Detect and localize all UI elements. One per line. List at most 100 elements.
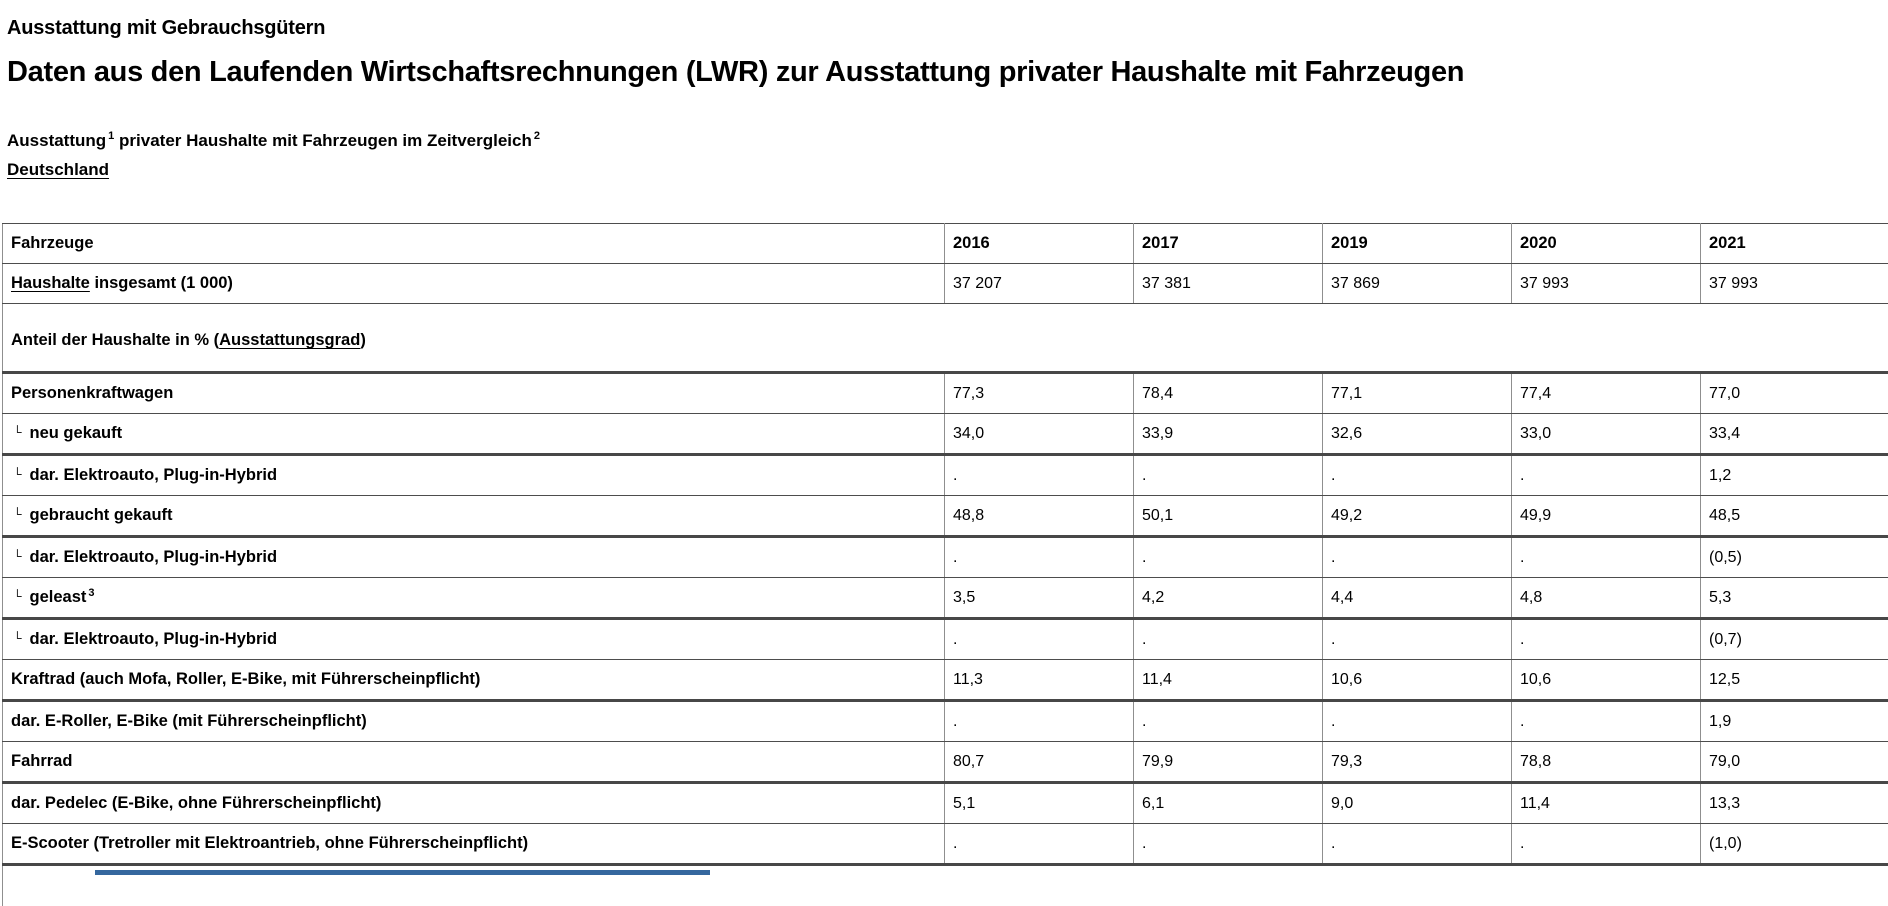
cell-value: 33,4: [1701, 414, 1888, 455]
cell-value: .: [1323, 455, 1512, 496]
cell-value: 10,6: [1512, 660, 1701, 701]
row-label-text: insgesamt (1 000): [90, 274, 233, 292]
cell-value: .: [1134, 455, 1323, 496]
cell-value: .: [1512, 701, 1701, 742]
sub-item-marker-icon: └: [13, 467, 22, 481]
cell-value: .: [1512, 455, 1701, 496]
cell-value: .: [1323, 537, 1512, 578]
cell-value: (0,5): [1701, 537, 1888, 578]
table-row: └dar. Elektroauto, Plug-in-Hybrid....1,2: [3, 455, 1888, 496]
cell-value: 4,4: [1323, 578, 1512, 619]
footnote-ref-3[interactable]: 3: [88, 587, 94, 599]
table-row: dar. E-Roller, E-Bike (mit Führerscheinp…: [3, 701, 1888, 742]
section-text-post: ): [360, 331, 366, 349]
cell-value: 11,4: [1512, 783, 1701, 824]
region-link-deutschland[interactable]: Deutschland: [7, 160, 109, 179]
kicker-heading: Ausstattung mit Gebrauchsgütern: [7, 16, 1888, 40]
row-label: Kraftrad (auch Mofa, Roller, E-Bike, mit…: [3, 660, 945, 701]
haushalte-glossary-link[interactable]: Haushalte: [11, 274, 90, 292]
row-label: Fahrrad: [3, 742, 945, 783]
cell-value: .: [945, 455, 1134, 496]
cell-value: 13,3: [1701, 783, 1888, 824]
cell-value: 49,2: [1323, 496, 1512, 537]
footnote-ref-2[interactable]: 2: [534, 130, 540, 142]
cell-value: 48,5: [1701, 496, 1888, 537]
cell-value: .: [1323, 619, 1512, 660]
cell-value: 33,0: [1512, 414, 1701, 455]
cell-value: 79,0: [1701, 742, 1888, 783]
sub-item-marker-icon: └: [13, 589, 22, 603]
column-header-year: 2016: [945, 224, 1134, 264]
sub-item-marker-icon: └: [13, 507, 22, 521]
row-label: └gebraucht gekauft: [3, 496, 945, 537]
row-label-text: dar. Elektroauto, Plug-in-Hybrid: [30, 466, 278, 484]
cell-value: 37 381: [1134, 264, 1323, 304]
cell-value: .: [1134, 537, 1323, 578]
row-label: E-Scooter (Tretroller mit Elektroantrieb…: [3, 824, 945, 865]
cell-value: .: [945, 824, 1134, 865]
cell-value: 5,3: [1701, 578, 1888, 619]
row-label: Haushalte insgesamt (1 000): [3, 264, 945, 304]
cell-value: 11,4: [1134, 660, 1323, 701]
cell-value: .: [945, 619, 1134, 660]
cell-value: 49,9: [1512, 496, 1701, 537]
cell-value: 77,3: [945, 373, 1134, 414]
page-root: { "page": { "kicker": "Ausstattung mit G…: [0, 16, 1888, 875]
cell-value: 79,9: [1134, 742, 1323, 783]
partial-blue-bar: [95, 870, 710, 875]
section-text-pre: Anteil der Haushalte in % (: [11, 331, 219, 349]
cell-value: 78,4: [1134, 373, 1323, 414]
cell-value: 50,1: [1134, 496, 1323, 537]
cell-value: 78,8: [1512, 742, 1701, 783]
row-label-text: Kraftrad (auch Mofa, Roller, E-Bike, mit…: [11, 670, 480, 688]
section-header-label: Anteil der Haushalte in % (Ausstattungsg…: [3, 304, 1888, 373]
column-header-year: 2017: [1134, 224, 1323, 264]
column-header-fahrzeuge: Fahrzeuge: [3, 224, 945, 264]
cell-value: 4,8: [1512, 578, 1701, 619]
row-label: └dar. Elektroauto, Plug-in-Hybrid: [3, 619, 945, 660]
cell-value: 10,6: [1323, 660, 1512, 701]
cell-value: 3,5: [945, 578, 1134, 619]
subtitle-text-2: privater Haushalte mit Fahrzeugen im Zei…: [114, 131, 532, 150]
cell-value: .: [1323, 701, 1512, 742]
cell-value: 32,6: [1323, 414, 1512, 455]
cell-value: .: [1512, 619, 1701, 660]
row-label: Personenkraftwagen: [3, 373, 945, 414]
cell-value: 9,0: [1323, 783, 1512, 824]
row-label: └ dar. Elektroauto, Plug-in-Hybrid: [3, 455, 945, 496]
column-header-year: 2021: [1701, 224, 1888, 264]
cell-value: 80,7: [945, 742, 1134, 783]
table-row: Kraftrad (auch Mofa, Roller, E-Bike, mit…: [3, 660, 1888, 701]
cell-value: (1,0): [1701, 824, 1888, 865]
table-row: └dar. Elektroauto, Plug-in-Hybrid....(0,…: [3, 537, 1888, 578]
cell-value: .: [945, 701, 1134, 742]
cell-value: 48,8: [945, 496, 1134, 537]
table-row: └dar. Elektroauto, Plug-in-Hybrid....(0,…: [3, 619, 1888, 660]
subtitle-text-1: Ausstattung: [7, 131, 106, 150]
cell-value: 6,1: [1134, 783, 1323, 824]
cell-value: 37 207: [945, 264, 1134, 304]
section-header-row: Anteil der Haushalte in % (Ausstattungsg…: [3, 304, 1888, 373]
row-label-text: E-Scooter (Tretroller mit Elektroantrieb…: [11, 834, 528, 852]
row-label-text: neu gekauft: [30, 424, 123, 442]
column-header-year: 2019: [1323, 224, 1512, 264]
ausstattungsgrad-glossary-link[interactable]: Ausstattungsgrad: [219, 331, 360, 349]
cell-value: 77,1: [1323, 373, 1512, 414]
cell-value: 79,3: [1323, 742, 1512, 783]
row-label: dar. Pedelec (E-Bike, ohne Führerscheinp…: [3, 783, 945, 824]
cell-value: 34,0: [945, 414, 1134, 455]
cell-value: .: [945, 537, 1134, 578]
table-row: E-Scooter (Tretroller mit Elektroantrieb…: [3, 824, 1888, 865]
cell-value: 4,2: [1134, 578, 1323, 619]
row-label-text: dar. Elektroauto, Plug-in-Hybrid: [30, 630, 278, 648]
cell-value: 1,2: [1701, 455, 1888, 496]
